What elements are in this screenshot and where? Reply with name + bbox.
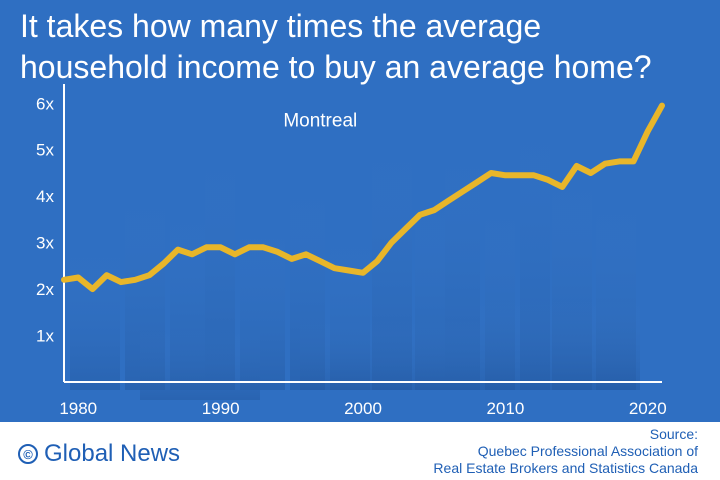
chart-panel: 1x 2x 3x 4x 5x 6x 1980 1990 2000 2010 2020 Montrea… — [0, 0, 720, 422]
x-tick-label: 2020 — [629, 399, 667, 418]
y-tick-label: 3x — [36, 234, 54, 253]
line-chart: 1x 2x 3x 4x 5x 6x 1980 1990 2000 2010 2020 Montrea… — [36, 84, 667, 418]
brand-name: Global News — [44, 440, 181, 467]
skyline-building — [140, 330, 260, 400]
copyright-icon: © — [18, 444, 38, 464]
skyline-building — [480, 300, 640, 390]
skyline-building — [300, 320, 480, 390]
skyline-building — [70, 250, 120, 390]
footer — [0, 422, 720, 480]
x-tick-label: 1980 — [59, 399, 97, 418]
series-line-montreal — [61, 102, 665, 293]
source-line-2: Quebec Professional Association of — [477, 443, 698, 459]
source-note: Source: Quebec Professional Association … — [433, 426, 698, 477]
city-skyline-background — [70, 130, 640, 400]
title-line-1: It takes how many times the average — [20, 8, 542, 44]
source-line-3: Real Estate Brokers and Statistics Canad… — [433, 460, 698, 476]
chart-title: It takes how many times the average hous… — [20, 6, 710, 88]
y-tick-label: 4x — [36, 187, 54, 206]
x-tick-label: 2000 — [344, 399, 382, 418]
series-label-montreal: Montreal — [283, 111, 357, 132]
chart-series — [61, 102, 665, 293]
y-tick-label: 6x — [36, 94, 54, 113]
source-line-1: Source: — [649, 426, 698, 442]
y-tick-label: 5x — [36, 141, 54, 160]
chart-axes — [63, 84, 662, 383]
title-line-2: household income to buy an average home? — [20, 49, 652, 85]
y-tick-label: 2x — [36, 280, 54, 299]
x-tick-label: 1990 — [202, 399, 240, 418]
brand-logo: © Global News — [18, 440, 180, 468]
y-tick-label: 1x — [36, 327, 54, 346]
chart-labels: Montreal — [283, 111, 357, 132]
chart-ticks: 1x 2x 3x 4x 5x 6x 1980 1990 2000 2010 2020 — [36, 94, 667, 418]
x-tick-label: 2010 — [486, 399, 524, 418]
